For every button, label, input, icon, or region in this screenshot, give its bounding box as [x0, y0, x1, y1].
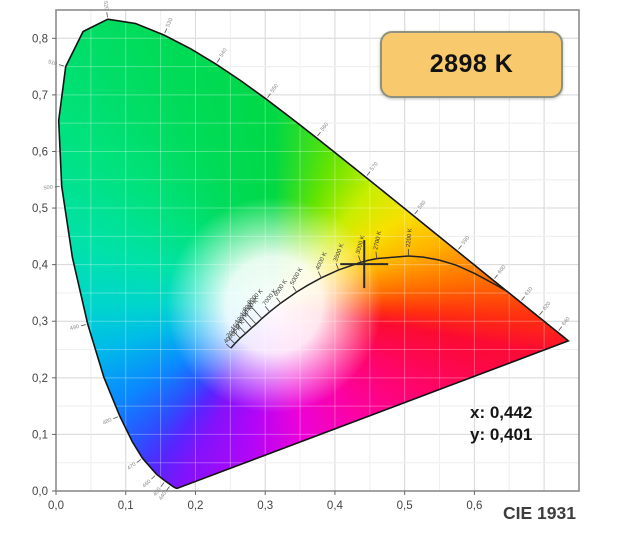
- svg-text:0,1: 0,1: [118, 500, 134, 512]
- svg-text:550: 550: [270, 83, 280, 94]
- svg-text:5000 K: 5000 K: [290, 267, 305, 286]
- svg-text:0,0: 0,0: [48, 500, 64, 512]
- cct-badge-label: 2898 K: [429, 50, 514, 78]
- svg-text:570: 570: [369, 161, 379, 172]
- svg-text:610: 610: [524, 286, 534, 297]
- svg-text:440: 440: [158, 491, 168, 502]
- svg-text:0,6: 0,6: [466, 500, 482, 512]
- svg-text:520: 520: [102, 1, 109, 11]
- readout-x-value: x: 0,442: [470, 403, 533, 422]
- svg-text:590: 590: [461, 235, 471, 246]
- svg-text:490: 490: [69, 324, 79, 332]
- svg-text:0,5: 0,5: [32, 203, 48, 215]
- svg-text:0,1: 0,1: [32, 429, 48, 441]
- svg-text:450: 450: [152, 487, 162, 498]
- svg-text:620: 620: [542, 301, 552, 312]
- svg-text:0,0: 0,0: [32, 486, 48, 498]
- svg-text:480: 480: [102, 417, 113, 426]
- svg-text:4000 K: 4000 K: [315, 251, 328, 271]
- svg-text:3000 K: 3000 K: [356, 235, 367, 255]
- svg-text:0,7: 0,7: [32, 90, 48, 102]
- svg-text:0,2: 0,2: [32, 373, 48, 385]
- svg-text:600: 600: [497, 264, 507, 275]
- svg-text:0,4: 0,4: [32, 260, 49, 272]
- svg-text:0,8: 0,8: [32, 33, 48, 45]
- svg-text:6000 K: 6000 K: [273, 279, 289, 298]
- axis-tick-labels: 0,0 0,1 0,2 0,3 0,4 0,5 0,6 0,0 0,1 0,2 0,3 0,4 0,5 0…: [32, 33, 482, 512]
- svg-text:560: 560: [320, 122, 330, 133]
- svg-text:470: 470: [126, 462, 137, 472]
- svg-text:530: 530: [165, 17, 174, 28]
- svg-text:540: 540: [219, 47, 229, 58]
- svg-text:460: 460: [142, 479, 153, 490]
- svg-text:640: 640: [561, 316, 571, 327]
- crosshair-marker: [340, 240, 389, 289]
- svg-text:580: 580: [417, 200, 427, 211]
- svg-text:2700 K: 2700 K: [373, 231, 383, 251]
- svg-text:0,5: 0,5: [397, 500, 413, 512]
- svg-text:510: 510: [47, 59, 57, 67]
- plot-border: [55, 9, 580, 492]
- svg-text:0,6: 0,6: [32, 146, 48, 158]
- diagram-caption: CIE 1931: [503, 503, 576, 523]
- svg-text:0,3: 0,3: [32, 316, 48, 328]
- spectral-locus-outline: [57, 18, 570, 490]
- svg-text:2200 K: 2200 K: [406, 228, 414, 248]
- cct-badge: 2898 K: [380, 31, 563, 98]
- readout-y-value: y: 0,401: [470, 425, 533, 444]
- svg-text:0,2: 0,2: [187, 500, 203, 512]
- planckian-locus-curve: [230, 255, 509, 349]
- svg-text:500: 500: [43, 185, 53, 192]
- coordinate-readout: x: 0,442 y: 0,401: [470, 402, 532, 446]
- svg-text:0,3: 0,3: [257, 500, 273, 512]
- svg-text:0,4: 0,4: [327, 500, 344, 512]
